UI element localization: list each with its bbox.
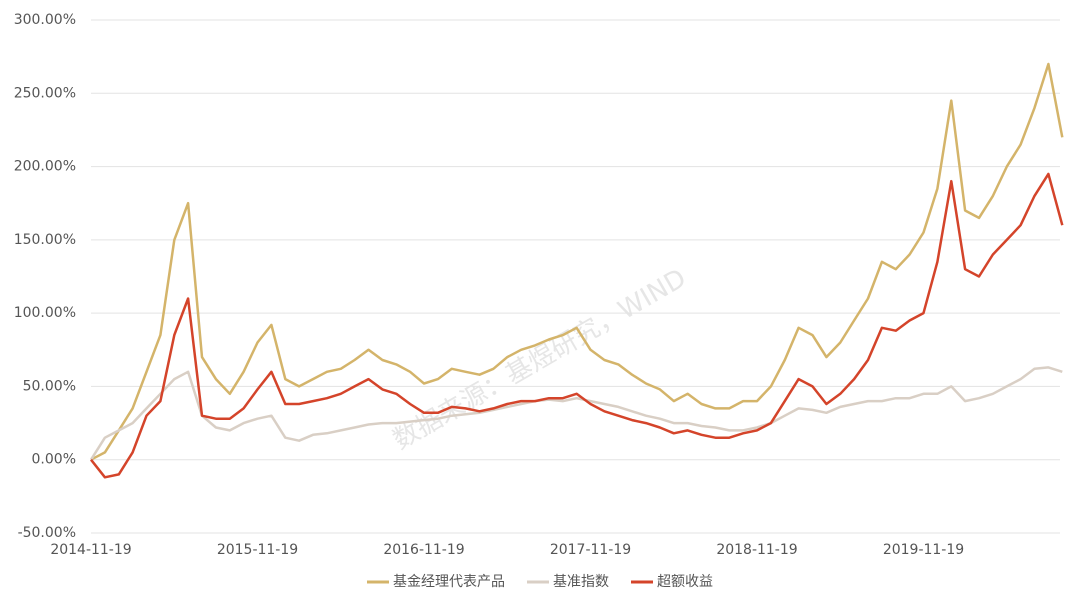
y-tick-label: 300.00% <box>14 12 76 28</box>
y-tick-label: 250.00% <box>14 85 76 101</box>
y-tick-label: 200.00% <box>14 159 76 175</box>
legend-label: 超额收益 <box>657 574 713 590</box>
y-tick-label: 150.00% <box>14 232 76 248</box>
y-tick-label: 100.00% <box>14 305 76 321</box>
series-line <box>90 62 1064 461</box>
watermark: 数据来源：基煜研究，WIND <box>388 263 691 455</box>
series-line <box>89 366 1063 461</box>
x-tick-label: 2018-11-19 <box>716 542 797 558</box>
legend-label: 基金经理代表产品 <box>393 573 505 590</box>
series-line <box>90 172 1064 479</box>
y-tick-label: 0.00% <box>32 452 76 468</box>
x-tick-label: 2015-11-19 <box>217 542 298 558</box>
x-tick-label: 2014-11-19 <box>50 542 131 558</box>
legend-label: 基准指数 <box>553 573 609 590</box>
y-tick-label: -50.00% <box>18 525 76 541</box>
x-tick-label: 2017-11-19 <box>550 542 631 558</box>
y-tick-label: 50.00% <box>23 378 76 394</box>
x-tick-label: 2019-11-19 <box>883 542 964 558</box>
legend: 基金经理代表产品 基准指数 超额收益 <box>367 573 713 590</box>
x-tick-label: 2016-11-19 <box>383 542 464 558</box>
